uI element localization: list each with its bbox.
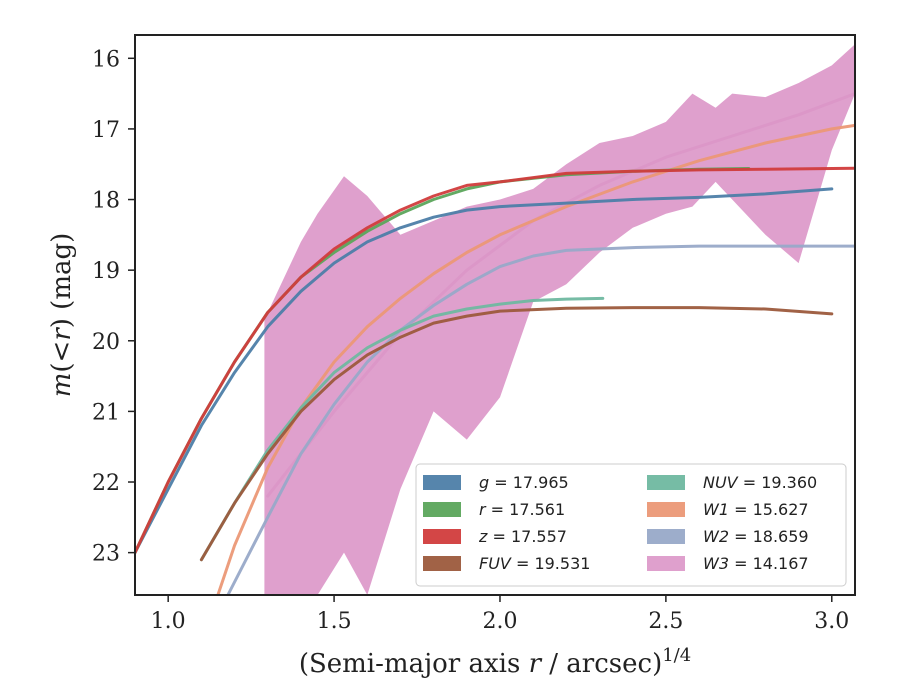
legend-swatch-z: [423, 529, 461, 544]
x-tick-label: 1.0: [151, 609, 186, 634]
y-tick-label: 21: [92, 400, 120, 425]
plot-frame: [134, 34, 856, 596]
legend-swatch-w3: [647, 556, 685, 571]
legend-label-w1: W1 = 15.627: [703, 500, 809, 519]
series-g: [135, 187, 834, 555]
axes-ticks: 1.0 1.5 2.0 2.5 3.0 16 17 18 19 20 21 22 23: [92, 47, 849, 634]
band-w3: [264, 44, 855, 595]
legend-swatch-w1: [647, 502, 685, 517]
legend-swatch-r: [423, 502, 461, 517]
legend-label-w3: W3 = 14.167: [703, 554, 809, 573]
y-tick-label: 22: [92, 471, 120, 496]
y-tick-label: 16: [92, 47, 120, 72]
legend-swatch-fuv: [423, 556, 461, 571]
y-axis-title: m(<r) (mag): [47, 233, 77, 398]
legend-label-fuv: FUV = 19.531: [479, 554, 590, 573]
legend-swatch-g: [423, 475, 461, 490]
x-tick-label: 2.5: [648, 609, 683, 634]
legend-label-z: z = 17.557: [478, 527, 567, 546]
legend: g = 17.965 r = 17.561 z = 17.557 FUV = 19.5…: [415, 463, 847, 587]
series-w2: [226, 244, 855, 595]
y-tick-label: 18: [92, 189, 120, 214]
legend-label-r: r = 17.561: [479, 500, 565, 519]
series-nuv: [199, 296, 605, 562]
legend-label-nuv: NUV = 19.360: [703, 473, 817, 492]
legend-label-w2: W2 = 18.659: [703, 527, 809, 546]
legend-box: [415, 463, 847, 587]
legend-swatch-w2: [647, 529, 685, 544]
y-tick-label: 20: [92, 330, 120, 355]
legend-swatch-nuv: [647, 475, 685, 490]
series-w1: [216, 123, 855, 595]
y-tick-label: 19: [92, 259, 120, 284]
x-tick-label: 1.5: [317, 609, 352, 634]
x-tick-label: 2.0: [482, 609, 517, 634]
x-axis-title: (Semi-major axis r / arcsec)1/4: [299, 645, 691, 679]
plot-area: [135, 44, 855, 595]
series-z: [135, 166, 855, 555]
y-tick-label: 23: [92, 542, 120, 567]
series-fuv: [199, 306, 834, 562]
y-tick-label: 17: [92, 118, 120, 143]
legend-label-g: g = 17.965: [479, 473, 569, 492]
x-tick-label: 3.0: [814, 609, 849, 634]
